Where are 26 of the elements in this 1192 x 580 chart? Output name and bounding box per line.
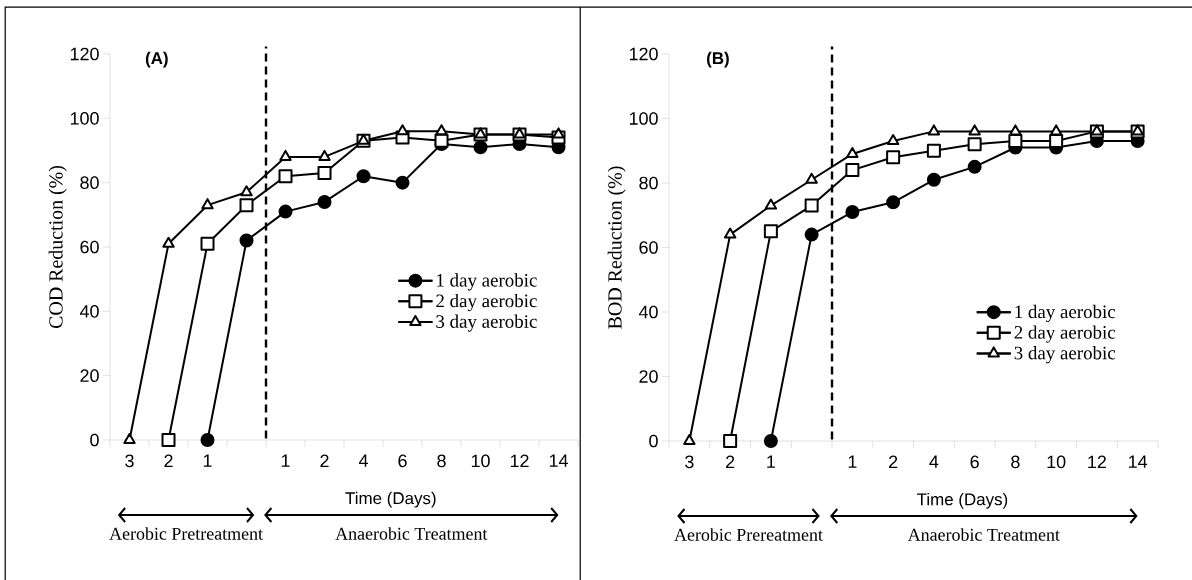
x-tick-label: 6: [970, 455, 979, 469]
x-tick-label: 8: [1011, 455, 1020, 469]
y-tick-label: 120: [629, 47, 658, 61]
y-axis-title: BOD Reduction (%): [607, 166, 626, 329]
y-tick-label: 100: [629, 112, 658, 125]
legend-label: 1 day aerobic: [1015, 304, 1116, 323]
x-tick-label: 14: [1129, 455, 1148, 468]
y-tick-label: 80: [639, 176, 658, 190]
legend-label: 3 day aerobic: [1014, 346, 1116, 364]
text: Aerobic Prereatment: [674, 528, 823, 541]
y-tick-label: 0: [649, 434, 658, 448]
x-tick-label: 1: [767, 455, 775, 468]
text: Anaerobic Treatment: [907, 528, 1060, 541]
y-tick-label: 20: [639, 370, 658, 383]
x-tick-label: 3: [685, 455, 694, 469]
x-tick-label: 10: [1047, 455, 1066, 469]
y-tick-label: 40: [638, 305, 658, 319]
x-axis-title: Time (Days): [917, 492, 1008, 509]
chart-title: (B): [707, 51, 729, 68]
x-tick-label: 12: [1088, 455, 1106, 469]
x-tick-label: 4: [929, 455, 939, 468]
x-tick-label: 2: [726, 455, 735, 469]
x-tick-label: 2: [889, 455, 898, 469]
y-tick-label: 60: [639, 241, 658, 254]
x-tick-label: 1: [848, 455, 857, 468]
legend-label: 2 day aerobic: [1014, 325, 1116, 343]
